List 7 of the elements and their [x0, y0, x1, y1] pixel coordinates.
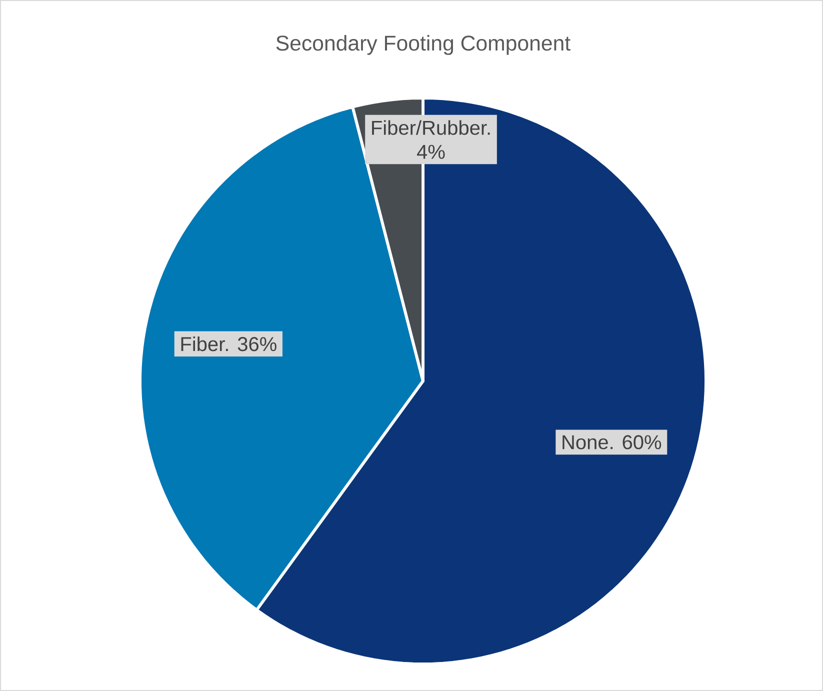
- data-label: 36%: [238, 337, 276, 352]
- data-label: 60%: [622, 435, 662, 450]
- slice-label: Fiber/Rubber.: [372, 120, 490, 135]
- data-label: 4%: [417, 144, 445, 159]
- slice-label: None.: [562, 435, 613, 450]
- slice-label: Fiber.: [181, 336, 228, 352]
- chart-title: Secondary Footing Component: [276, 35, 570, 55]
